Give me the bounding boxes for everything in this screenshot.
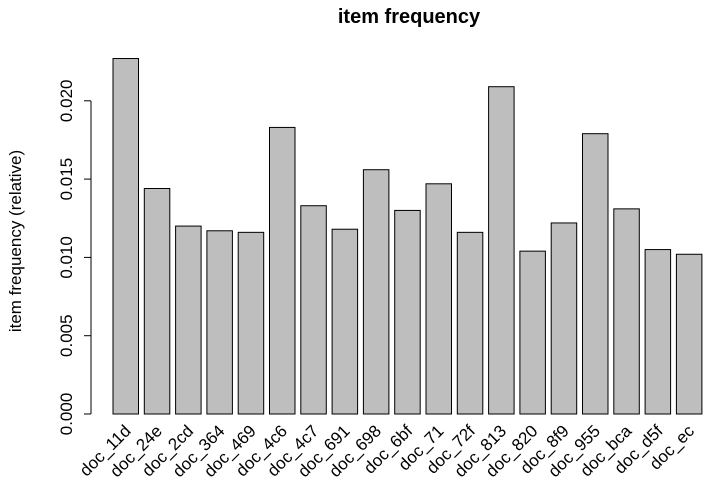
bar-doc_813 [488,86,515,415]
bar-doc_8f9 [550,222,578,415]
bar-doc_364 [206,230,233,415]
bar-doc_955 [582,133,609,415]
y-tick-label: 0.015 [57,158,76,201]
bar-doc_2cd [175,225,202,415]
chart-title: item frequency [338,6,481,28]
bar-doc_ec [675,253,703,415]
y-axis-ticks: 0.000 0.005 0.010 0.015 0.020 [57,80,91,436]
bar-doc_698 [362,169,390,415]
bar-doc_691 [331,228,359,415]
y-tick-label: 0.010 [57,236,76,279]
bars-group [112,58,703,415]
bar-doc_6bf [394,209,421,415]
y-tick-label: 0.020 [57,80,76,123]
bar-doc_71 [425,183,452,415]
y-tick-label: 0.005 [57,314,76,357]
bar-doc_4c6 [269,126,296,415]
x-axis-labels: doc_11ddoc_24edoc_2cddoc_364doc_469doc_4… [76,421,698,481]
bar-doc_469 [237,231,265,415]
bar-doc_bca [613,208,640,415]
bar-doc_24e [143,187,171,415]
bar-doc_820 [519,250,546,415]
bar-doc_d5f [644,249,672,415]
y-tick-label: 0.000 [57,393,76,436]
bar-doc_4c7 [300,205,327,415]
bar-doc_72f [456,231,484,415]
y-axis-label: item frequency (relative) [6,150,25,332]
bar-doc_11d [112,58,139,415]
